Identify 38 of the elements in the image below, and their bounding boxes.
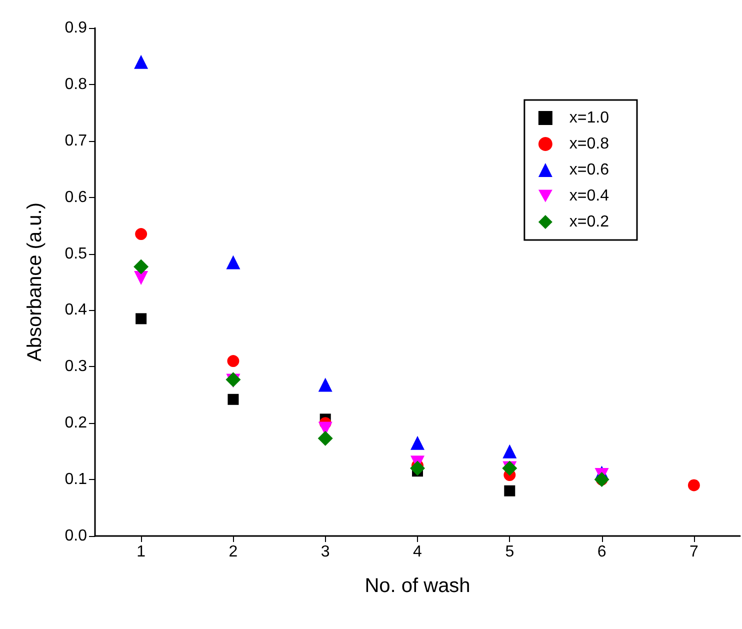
y-tick-label: 0.9 [64, 20, 88, 36]
y-tick-label: 0.6 [64, 188, 88, 206]
y-tick-label: 0.7 [64, 132, 88, 150]
legend-label: x=0.8 [569, 136, 610, 152]
y-tick-label: 0.4 [64, 302, 88, 319]
x-tick-label: 3 [320, 544, 330, 560]
legend-label: x=0.4 [569, 188, 610, 204]
point [410, 460, 425, 476]
point [504, 485, 516, 496]
y-tick-label: 0.8 [64, 76, 88, 93]
point [228, 394, 239, 405]
y-axis-title: Absorbance (a.u.) [24, 202, 46, 362]
point [227, 355, 240, 368]
point [135, 228, 148, 240]
legend-label: x=1.0 [569, 110, 610, 126]
x-tick-label: 1 [136, 544, 146, 560]
legend-label: x=0.6 [569, 162, 610, 178]
legend-label: x=0.2 [569, 214, 610, 230]
point [410, 436, 424, 450]
x-tick-label: 4 [413, 544, 422, 560]
point [134, 54, 148, 69]
y-tick-label: 0.5 [64, 245, 88, 262]
point [502, 444, 517, 458]
point [318, 430, 333, 446]
point [134, 259, 149, 274]
x-tick-label: 6 [597, 544, 606, 560]
point [318, 378, 332, 392]
y-tick-label: 0.1 [64, 471, 88, 488]
point [136, 313, 147, 324]
y-tick-label: 0.3 [64, 358, 88, 376]
x-tick-label: 7 [689, 544, 698, 560]
point [226, 255, 240, 270]
point [688, 479, 700, 492]
x-tick-label: 5 [505, 544, 514, 560]
x-tick-label: 2 [228, 544, 238, 560]
x-axis-title: No. of wash [364, 575, 470, 597]
y-tick-label: 0.0 [64, 528, 88, 544]
y-tick-label: 0.2 [64, 414, 88, 432]
